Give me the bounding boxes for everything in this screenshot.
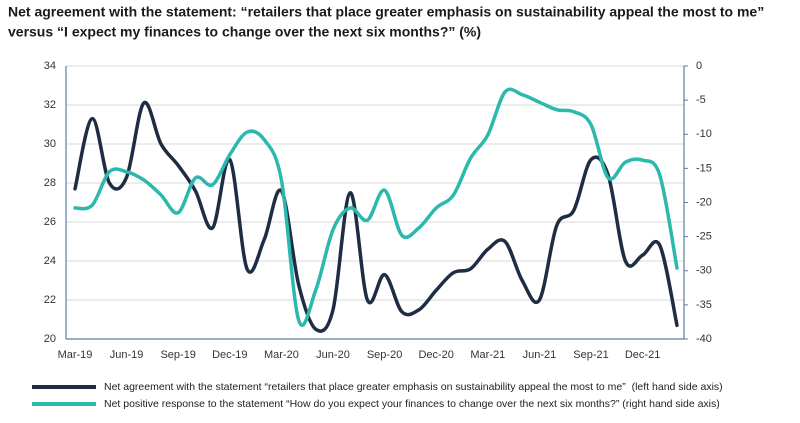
x-tick-label: Mar-20 [264,349,299,361]
y2-tick-label: -30 [696,265,712,277]
y2-tick-label: -10 [696,128,712,140]
y-tick-label: 26 [44,216,56,228]
y2-tick-label: -35 [696,299,712,311]
y2-tick-label: -20 [696,196,712,208]
y-tick-label: 32 [44,99,56,111]
x-tick-label: Sep-21 [573,349,608,361]
legend-label: Net agreement with the statement “retail… [104,381,723,393]
y-tick-label: 30 [44,138,56,150]
x-tick-label: Jun-21 [523,349,557,361]
y-tick-label: 20 [44,333,56,345]
y2-tick-label: -5 [696,94,706,106]
y-tick-label: 34 [44,60,56,72]
x-tick-label: Sep-19 [160,349,195,361]
x-tick-label: Mar-19 [58,349,93,361]
x-tick-label: Mar-21 [470,349,505,361]
legend-label: Net positive response to the statement “… [104,398,720,410]
x-tick-label: Jun-19 [110,349,144,361]
series-line [73,101,679,333]
y2-tick-label: -15 [696,162,712,174]
series-line [73,87,679,327]
y2-tick-label: 0 [696,60,702,72]
chart-title: Net agreement with the statement: “retai… [8,4,764,20]
x-tick-label: Dec-21 [625,349,660,361]
y2-tick-label: -25 [696,231,712,243]
y2-tick-label: -40 [696,333,712,345]
y-tick-label: 24 [44,255,56,267]
chart-title: versus “I expect my finances to change o… [8,24,481,40]
x-tick-label: Dec-20 [418,349,453,361]
x-tick-label: Dec-19 [212,349,247,361]
x-tick-label: Jun-20 [316,349,350,361]
x-tick-label: Sep-20 [367,349,402,361]
y-tick-label: 28 [44,177,56,189]
y-tick-label: 22 [44,294,56,306]
